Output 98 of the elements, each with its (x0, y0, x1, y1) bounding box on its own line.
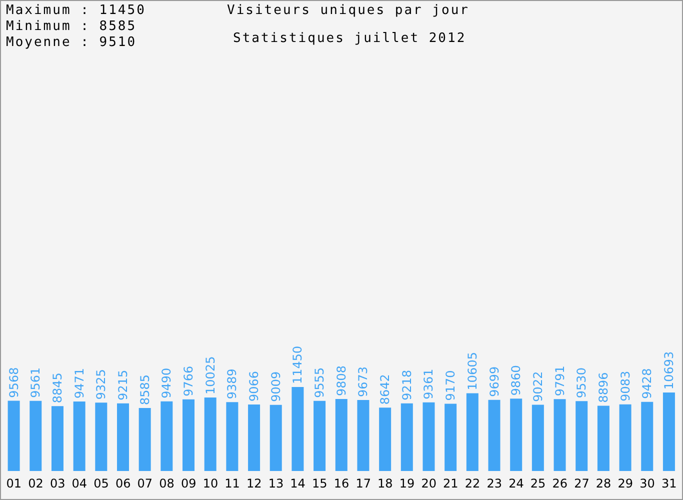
chart-title: Visiteurs uniques par jour (227, 3, 470, 18)
data-label: 10693 (662, 351, 676, 390)
data-label: 9361 (422, 368, 436, 400)
bar (182, 399, 195, 471)
data-label: 9170 (444, 370, 458, 401)
bar (335, 399, 348, 471)
x-tick-label: 13 (268, 476, 284, 491)
bar (30, 400, 42, 471)
x-tick-label: 17 (356, 476, 371, 491)
x-tick-label: 06 (115, 476, 131, 491)
bar (466, 393, 478, 471)
data-label: 10025 (203, 356, 218, 394)
bar (597, 406, 610, 471)
data-label: 9066 (247, 370, 262, 402)
data-label: 9808 (334, 366, 348, 396)
x-tick-label: 14 (290, 476, 306, 491)
data-label: 9766 (182, 366, 196, 396)
x-tick-label: 19 (399, 476, 415, 491)
x-tick-label: 07 (137, 476, 153, 491)
bar (662, 392, 675, 471)
bar (248, 404, 260, 471)
bar (292, 387, 304, 471)
data-label: 8585 (138, 374, 152, 406)
data-label: 9555 (312, 367, 327, 398)
data-label: 9218 (400, 370, 414, 400)
x-tick-label: 11 (224, 476, 240, 491)
x-tick-label: 28 (596, 476, 612, 491)
bar (95, 402, 108, 471)
data-label: 9699 (487, 366, 502, 397)
data-label: 9791 (552, 366, 567, 396)
x-tick-label: 10 (202, 476, 218, 491)
text: Minimum : 8585 (6, 19, 137, 34)
data-label: 10605 (465, 352, 480, 390)
x-tick-label: 31 (661, 476, 677, 491)
bar (138, 408, 151, 471)
x-tick-label: 09 (180, 476, 196, 491)
data-label: 9860 (509, 365, 524, 396)
data-label: 9673 (356, 366, 370, 398)
data-label: 9083 (618, 370, 632, 402)
bar (619, 404, 632, 471)
data-label: 11450 (290, 346, 305, 384)
x-tick-label: 15 (312, 476, 328, 491)
x-tick-label: 23 (486, 476, 502, 491)
text: Maximum : 11450 (6, 3, 146, 18)
x-tick-label: 16 (334, 476, 350, 491)
data-label: 8845 (50, 372, 64, 404)
x-tick-label: 26 (552, 476, 568, 491)
x-tick-label: 30 (640, 476, 655, 491)
x-tick-label: 25 (530, 476, 546, 491)
bar (73, 402, 86, 471)
x-tick-label: 22 (464, 476, 480, 491)
data-label: 9215 (116, 370, 130, 400)
bar (226, 402, 238, 471)
bar (314, 400, 326, 471)
bar (357, 400, 370, 471)
bar (641, 402, 654, 471)
bar (160, 401, 173, 471)
x-tick-label: 04 (72, 476, 88, 491)
bar (204, 397, 216, 471)
x-tick-label: 18 (378, 476, 393, 491)
x-tick-label: 27 (574, 476, 590, 491)
x-tick-label: 20 (421, 476, 436, 491)
x-tick-label: 21 (443, 476, 458, 491)
bar (576, 401, 588, 471)
bar (532, 404, 544, 471)
x-tick-label: 03 (50, 476, 66, 491)
data-label: 8642 (378, 374, 392, 405)
bar (379, 408, 392, 471)
data-label: 9561 (28, 367, 43, 398)
bar (444, 404, 457, 471)
data-label: 9428 (640, 368, 654, 399)
bar (8, 400, 20, 471)
x-tick-label: 29 (618, 476, 634, 491)
x-tick-label: 08 (159, 476, 174, 491)
data-label: 8896 (596, 372, 610, 403)
data-label: 9471 (72, 368, 86, 399)
bar (117, 403, 129, 471)
data-label: 9389 (225, 368, 240, 400)
x-tick-label: 05 (94, 476, 109, 491)
bar (510, 398, 522, 471)
x-tick-label: 12 (246, 476, 262, 491)
x-tick-label: 01 (6, 476, 22, 491)
data-label: 9022 (530, 371, 545, 402)
bar (422, 402, 435, 471)
data-label: 9490 (160, 368, 174, 398)
bar (554, 399, 566, 471)
data-label: 9325 (94, 369, 108, 400)
data-label: 9568 (6, 367, 21, 398)
data-label: 9009 (268, 371, 283, 402)
chart-subtitle: Statistiques juillet 2012 (233, 31, 466, 46)
x-tick-label: 24 (508, 476, 524, 491)
bar (51, 406, 64, 471)
x-tick-label: 02 (28, 476, 44, 491)
text: Moyenne : 9510 (6, 35, 137, 50)
bar (400, 403, 413, 471)
bar (488, 400, 500, 471)
bar (270, 404, 282, 471)
data-label: 9530 (574, 368, 589, 398)
